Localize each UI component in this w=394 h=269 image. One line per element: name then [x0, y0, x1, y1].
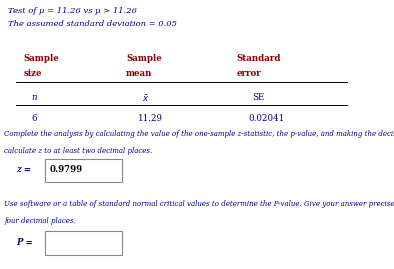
- Text: mean: mean: [126, 69, 152, 77]
- Text: n: n: [32, 93, 37, 102]
- Text: Use software or a table of standard normal critical values to determine the P-va: Use software or a table of standard norm…: [4, 200, 394, 208]
- Text: 11.29: 11.29: [138, 114, 163, 123]
- Text: calculate z to at least two decimal places.: calculate z to at least two decimal plac…: [4, 147, 152, 155]
- Text: P =: P =: [16, 238, 33, 247]
- Text: 0.9799: 0.9799: [49, 165, 82, 174]
- Text: four decimal places.: four decimal places.: [4, 217, 76, 225]
- Text: Test of μ = 11.26 vs μ > 11.26: Test of μ = 11.26 vs μ > 11.26: [8, 7, 137, 15]
- Text: 0.02041: 0.02041: [248, 114, 284, 123]
- Text: Sample: Sample: [24, 54, 59, 63]
- Text: Sample: Sample: [126, 54, 162, 63]
- Text: error: error: [236, 69, 261, 77]
- Text: 6: 6: [32, 114, 37, 123]
- Text: $\bar{x}$: $\bar{x}$: [142, 93, 149, 104]
- Text: Complete the analysis by calculating the value of the one-sample z-statistic, th: Complete the analysis by calculating the…: [4, 130, 394, 139]
- Text: size: size: [24, 69, 42, 77]
- Text: Standard: Standard: [236, 54, 281, 63]
- Text: The assumed standard deviation = 0.05: The assumed standard deviation = 0.05: [8, 20, 177, 28]
- Text: SE: SE: [252, 93, 264, 102]
- Text: z =: z =: [16, 165, 31, 174]
